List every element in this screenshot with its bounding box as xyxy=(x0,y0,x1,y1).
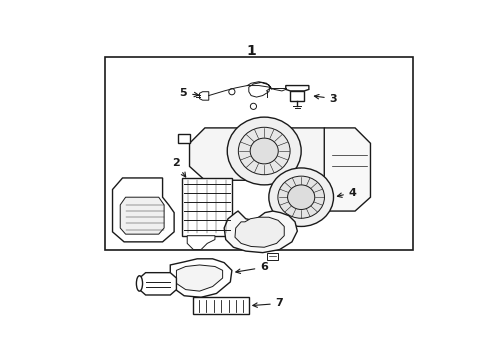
Text: 2: 2 xyxy=(172,158,186,177)
Text: 6: 6 xyxy=(236,262,268,274)
Text: 5: 5 xyxy=(179,88,198,98)
Polygon shape xyxy=(178,134,190,143)
Ellipse shape xyxy=(278,176,324,218)
Polygon shape xyxy=(190,128,340,180)
Bar xyxy=(194,297,249,314)
Polygon shape xyxy=(113,178,174,242)
Polygon shape xyxy=(120,197,164,234)
Ellipse shape xyxy=(269,168,334,226)
Polygon shape xyxy=(286,86,309,91)
Polygon shape xyxy=(267,253,278,260)
Polygon shape xyxy=(224,211,297,253)
Text: 7: 7 xyxy=(253,298,284,309)
Ellipse shape xyxy=(250,138,278,164)
Text: 1: 1 xyxy=(246,44,256,58)
Circle shape xyxy=(229,89,235,95)
Text: 4: 4 xyxy=(338,188,357,198)
Polygon shape xyxy=(187,236,215,249)
Polygon shape xyxy=(176,265,222,291)
Polygon shape xyxy=(140,273,176,295)
Circle shape xyxy=(250,103,257,109)
Polygon shape xyxy=(171,259,232,297)
Ellipse shape xyxy=(136,276,143,291)
Ellipse shape xyxy=(288,185,315,210)
Bar xyxy=(182,178,232,236)
Bar xyxy=(105,57,413,249)
Polygon shape xyxy=(291,91,304,101)
Ellipse shape xyxy=(238,127,290,175)
Polygon shape xyxy=(324,128,370,211)
Polygon shape xyxy=(235,217,284,247)
Ellipse shape xyxy=(227,117,301,185)
Polygon shape xyxy=(199,92,209,100)
Text: 3: 3 xyxy=(315,94,337,104)
